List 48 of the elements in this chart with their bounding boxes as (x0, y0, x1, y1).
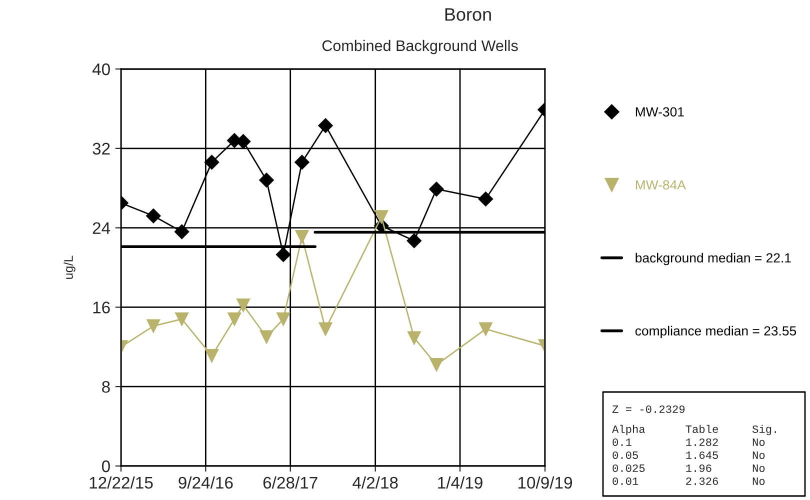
legend-label: MW-84A (636, 180, 686, 190)
y-axis-title: ug/L (64, 256, 76, 279)
point (294, 154, 310, 170)
text: 0.01 2.326 No (612, 477, 765, 485)
point (276, 312, 290, 326)
point (228, 312, 242, 326)
chart-subtitle: Combined Background Wells (322, 40, 518, 54)
x-tick-label: 6/28/17 (263, 476, 318, 489)
point (260, 330, 274, 344)
point (406, 233, 422, 248)
x-tick-label: 4/2/18 (352, 476, 398, 489)
y-tick-label: 0 (102, 460, 110, 472)
point (429, 182, 444, 196)
x-tick-label: 10/9/19 (518, 476, 572, 489)
point (174, 224, 190, 240)
y-tick-label: 32 (92, 142, 110, 155)
point (407, 331, 421, 345)
text: 0.05 1.645 No (612, 451, 765, 459)
point (430, 358, 444, 372)
point (146, 319, 160, 333)
point (478, 322, 492, 336)
x-tick-label: 9/24/16 (178, 476, 233, 489)
point (276, 247, 291, 262)
point (374, 210, 388, 224)
point (318, 322, 332, 336)
y-tick-label: 24 (92, 222, 110, 234)
point (236, 298, 250, 312)
y-tick-label: 40 (92, 63, 110, 76)
legend-label: compliance median = 23.55 (635, 326, 796, 338)
point (259, 172, 274, 188)
text: 0.1 1.282 No (612, 438, 765, 446)
legend-label: MW-301 (636, 107, 684, 117)
point (204, 154, 220, 170)
text: Alpha Table Sig. (612, 424, 776, 436)
text: 0.025 1.96 No (612, 464, 765, 472)
y-tick-label: 16 (93, 302, 110, 314)
point (478, 192, 494, 206)
legend-label: background median = 22.1 (636, 252, 791, 266)
text: Z = -0.2329 (612, 405, 685, 413)
x-tick-label: 12/22/15 (90, 476, 153, 489)
point (295, 230, 309, 244)
point (146, 208, 161, 224)
point (175, 312, 189, 326)
y-tick-label: 8 (102, 381, 110, 393)
point (205, 349, 219, 363)
x-tick-label: 1/4/19 (438, 476, 482, 489)
point (318, 118, 333, 133)
chart-title: Boron (445, 8, 491, 21)
